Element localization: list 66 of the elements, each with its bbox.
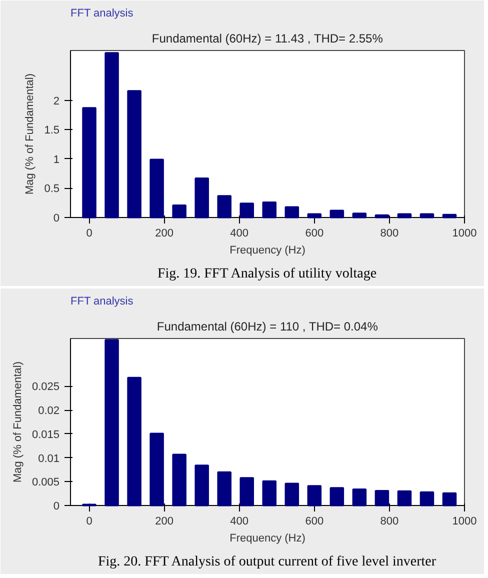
bar [150, 432, 164, 506]
bar [194, 177, 209, 218]
bar [374, 214, 390, 218]
bar [442, 492, 457, 506]
y-tick-label: 0.5 [44, 183, 60, 196]
bar [330, 210, 344, 218]
y-axis-title: Mag (% of Fundamental) [12, 361, 24, 483]
bar [127, 376, 142, 506]
x-tick-label: 800 [380, 228, 399, 240]
x-tick-label: 600 [305, 516, 324, 528]
x-axis-title: Frequency (Hz) [230, 532, 306, 544]
bar [284, 206, 300, 218]
bar [127, 90, 142, 218]
y-tick-label: 0.025 [32, 381, 60, 394]
x-tick-label: 0 [86, 516, 92, 528]
bar [352, 212, 367, 218]
x-tick-label: 600 [305, 228, 324, 240]
x-tick-label: 800 [380, 516, 399, 528]
bar [104, 339, 119, 506]
y-tick-label: 0.015 [32, 428, 60, 441]
y-tick-label: 0 [53, 212, 60, 224]
bar [82, 107, 96, 218]
bar [172, 454, 186, 506]
bar [397, 213, 412, 218]
bar [397, 490, 412, 506]
bar [240, 477, 254, 506]
text: FFT analysis [70, 296, 134, 308]
bar [150, 158, 164, 218]
bar [307, 213, 322, 218]
bar [262, 480, 277, 506]
bar [374, 490, 390, 506]
bar [240, 202, 254, 218]
bar [217, 195, 232, 218]
x-tick-label: 1000 [452, 516, 477, 528]
text: FFT analysis [70, 8, 134, 20]
y-tick-label: 1.5 [44, 124, 60, 137]
bar [284, 482, 300, 506]
bar [104, 52, 119, 218]
bar [172, 204, 186, 218]
bar [442, 214, 457, 218]
x-tick-label: 1000 [452, 228, 477, 240]
bar [420, 491, 434, 506]
x-axis-title: Frequency (Hz) [230, 244, 306, 256]
caption: Fig. 19. FFT Analysis of utility voltage [157, 266, 377, 282]
bar [330, 487, 344, 506]
x-tick-label: 200 [155, 228, 174, 240]
chart-title: Fundamental (60Hz) = 110 , THD= 0.04% [156, 320, 378, 334]
bar [194, 464, 209, 506]
x-tick-label: 200 [155, 516, 174, 528]
y-axis-title: Mag (% of Fundamental) [24, 73, 36, 195]
caption: Fig. 20. FFT Analysis of output current of five level inverter [98, 554, 436, 570]
x-tick-label: 0 [86, 228, 92, 240]
y-tick-label: 0.02 [38, 405, 60, 418]
bar [307, 485, 322, 506]
x-tick-label: 400 [230, 228, 249, 240]
chart-title: Fundamental (60Hz) = 11.43 , THD= 2.55% [152, 32, 384, 46]
y-tick-label: 0.01 [38, 452, 60, 465]
y-tick-label: 2 [53, 95, 60, 108]
bar [262, 202, 277, 218]
y-tick-label: 0.005 [32, 476, 60, 489]
x-tick-label: 400 [230, 516, 249, 528]
bar [420, 213, 434, 218]
y-tick-label: 1 [53, 154, 60, 166]
bar [352, 488, 367, 506]
y-tick-label: 0 [53, 500, 60, 512]
bar [217, 471, 232, 506]
